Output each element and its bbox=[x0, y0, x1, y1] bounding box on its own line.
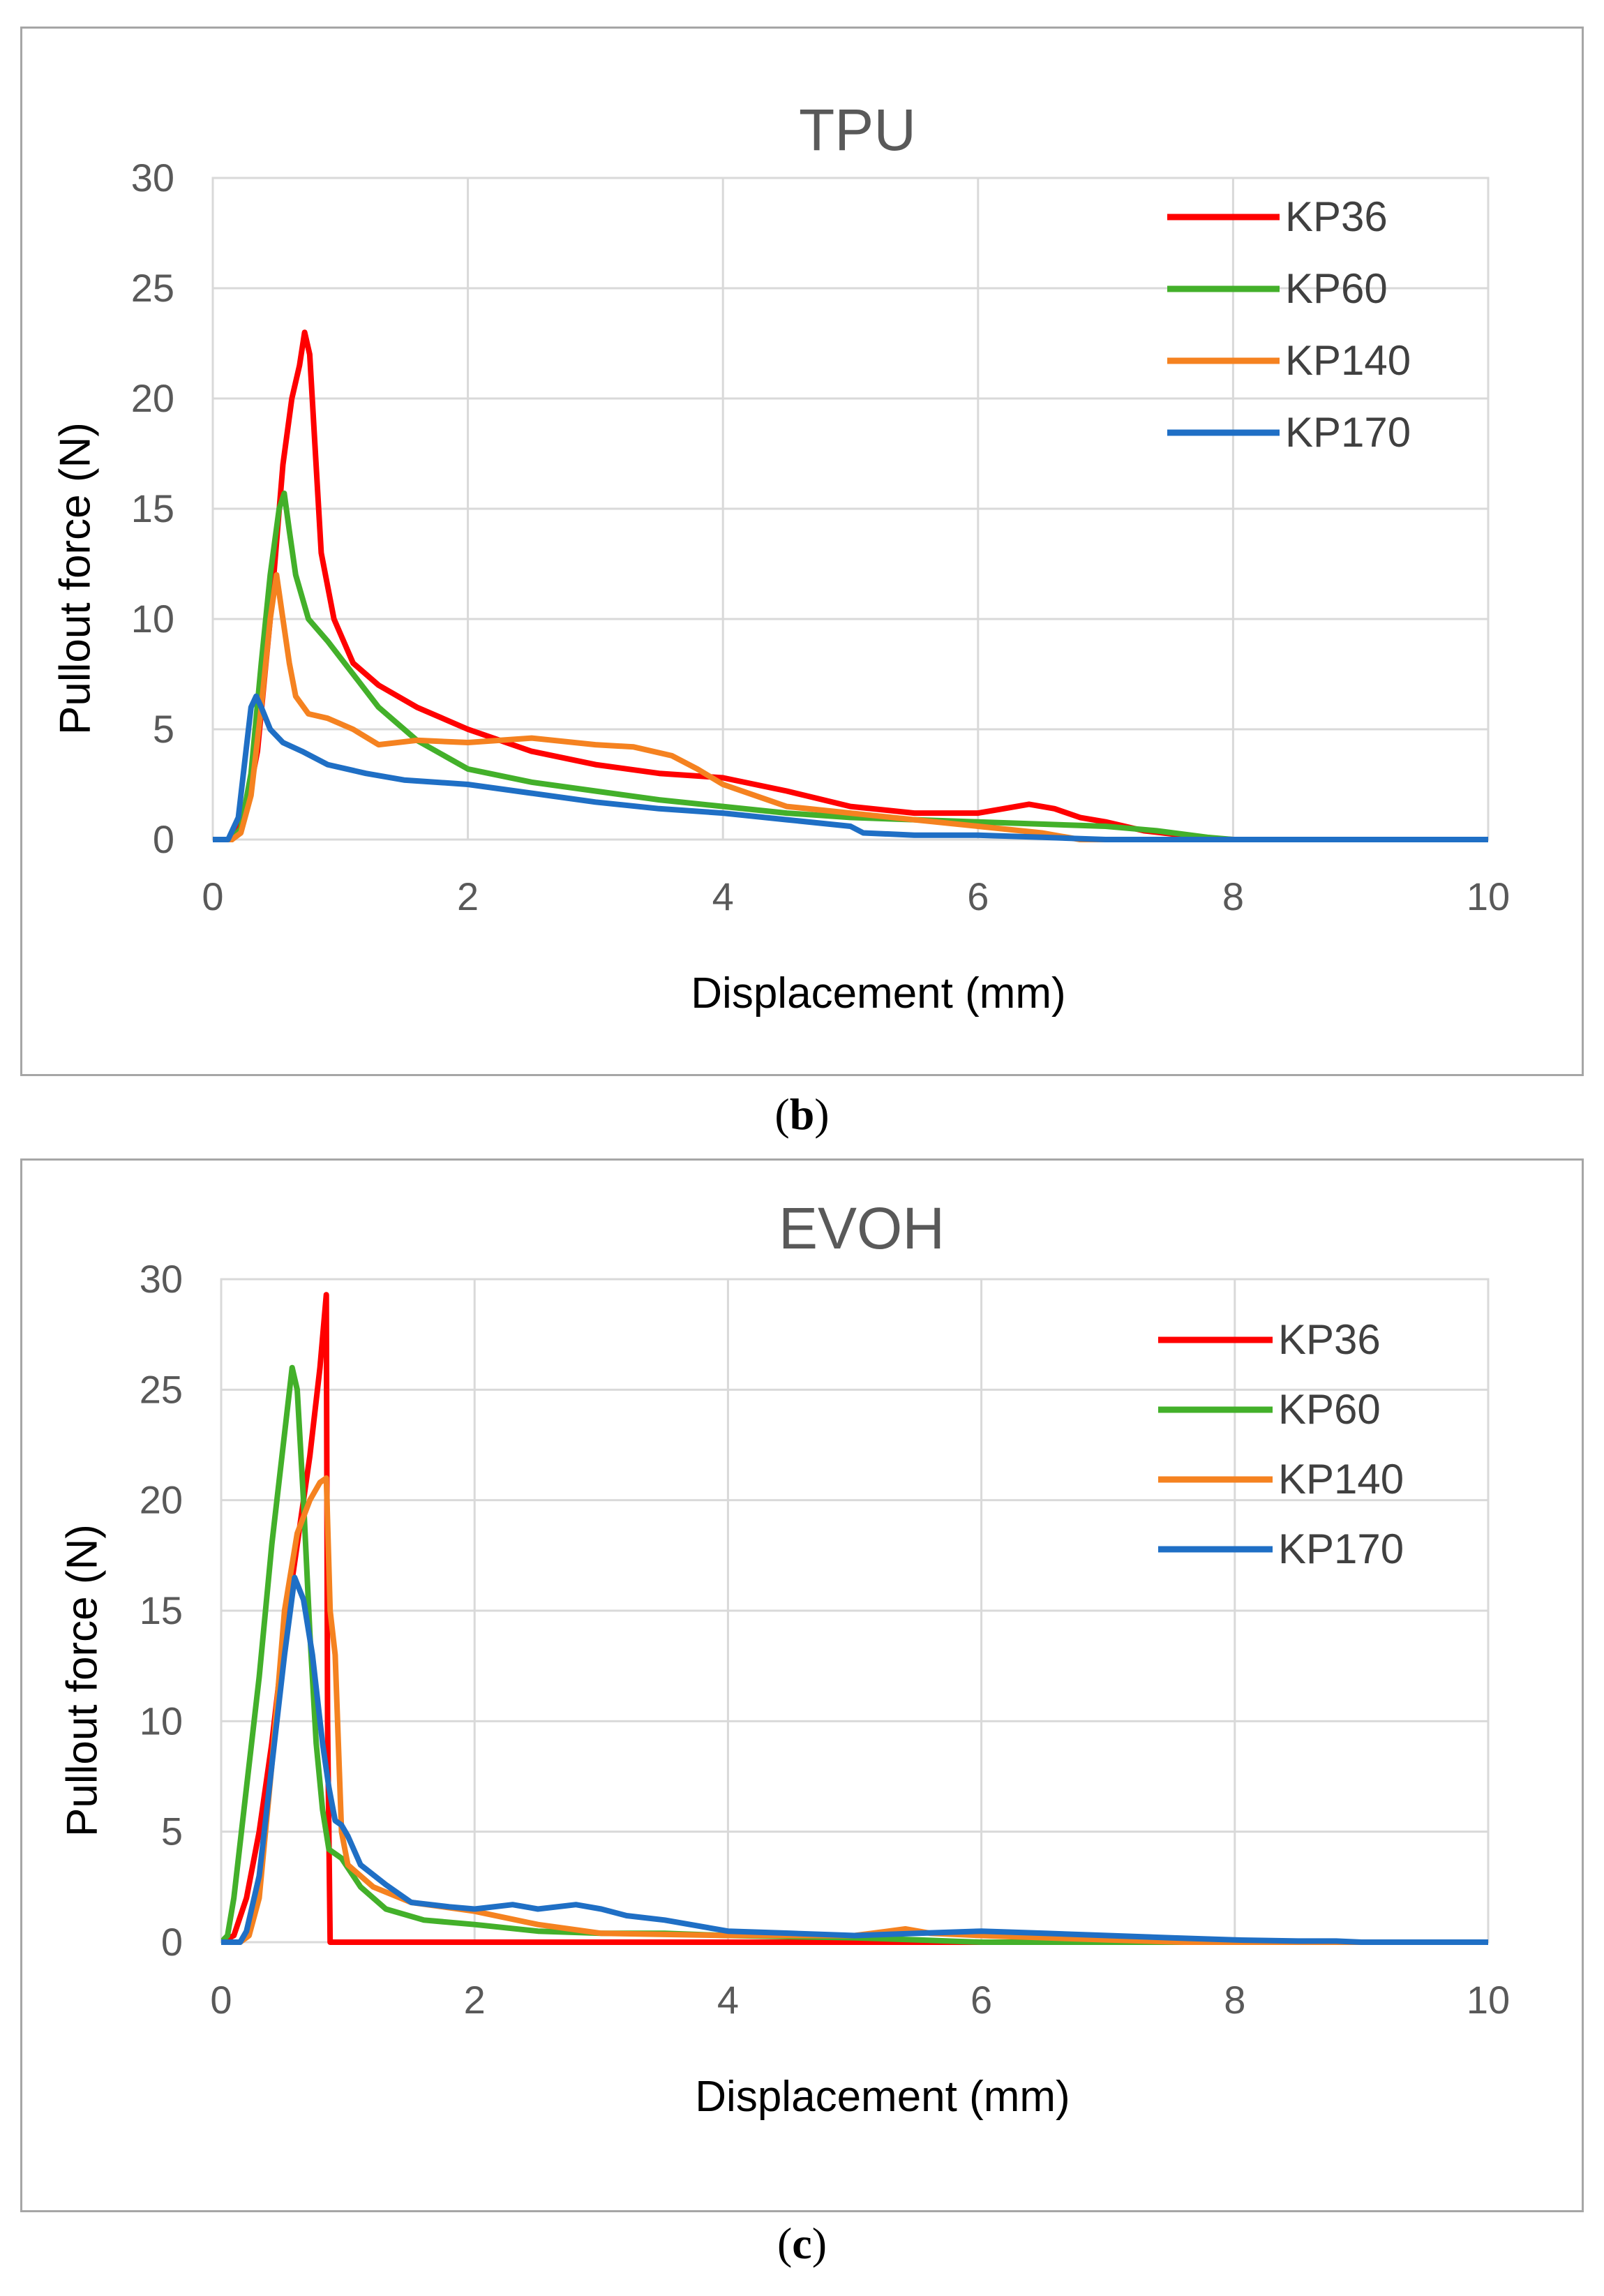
chart-panel-tpu: 0 2 4 6 8 10 0 5 10 15 20 25 30 KP36 KP60 KP140 KP170 TPU… bbox=[20, 27, 1584, 1076]
x-axis-label: Displacement (mm) bbox=[695, 2073, 1070, 2121]
x-tick-label: 2 bbox=[457, 874, 479, 918]
chart-title-tpu: TPU bbox=[799, 97, 916, 163]
y-tick-label: 20 bbox=[131, 376, 174, 420]
series-line-kp60 bbox=[221, 1364, 1488, 1945]
x-axis-label: Displacement (mm) bbox=[691, 969, 1065, 1017]
legend-label-kp140: KP140 bbox=[1278, 1456, 1404, 1503]
y-tick-label: 15 bbox=[131, 486, 174, 530]
legend-label-kp36: KP36 bbox=[1278, 1316, 1381, 1363]
y-tick-label: 15 bbox=[140, 1588, 183, 1632]
y-tick-label: 10 bbox=[140, 1699, 183, 1743]
x-tick-label: 0 bbox=[202, 874, 223, 918]
y-tick-label: 5 bbox=[161, 1810, 183, 1854]
x-tick-label: 4 bbox=[717, 1978, 739, 2022]
y-tick-label: 25 bbox=[140, 1367, 183, 1411]
y-tick-label: 0 bbox=[161, 1920, 183, 1964]
legend-label-kp36: KP36 bbox=[1285, 193, 1388, 240]
x-tick-label: 10 bbox=[1467, 874, 1510, 918]
y-tick-label: 25 bbox=[131, 266, 174, 310]
y-tick-label: 30 bbox=[140, 1257, 183, 1301]
y-axis-label: Pullout force (N) bbox=[51, 422, 99, 735]
y-tick-label: 5 bbox=[153, 707, 174, 751]
chart-evoh: 0 2 4 6 8 10 0 5 10 15 20 25 30 KP36 KP60 KP140 KP170 EVO… bbox=[58, 1195, 1510, 2121]
legend-label-kp60: KP60 bbox=[1285, 265, 1388, 312]
chart-title-evoh: EVOH bbox=[779, 1195, 945, 1261]
x-tick-label: 10 bbox=[1467, 1978, 1510, 2022]
legend-label-kp170: KP170 bbox=[1285, 409, 1411, 456]
x-tick-label: 6 bbox=[967, 874, 989, 918]
chart-tpu: 0 2 4 6 8 10 0 5 10 15 20 25 30 KP36 KP60 KP140 KP170 TPU… bbox=[51, 97, 1510, 1017]
caption-c: (c) bbox=[777, 2219, 827, 2268]
x-tick-label: 0 bbox=[210, 1978, 232, 2022]
x-tick-label: 8 bbox=[1224, 1978, 1245, 2022]
y-tick-label: 0 bbox=[153, 817, 174, 861]
x-tick-label: 8 bbox=[1222, 874, 1244, 918]
series-line-kp60 bbox=[213, 490, 1488, 842]
y-tick-label: 10 bbox=[131, 597, 174, 641]
series-line-kp140 bbox=[213, 572, 1488, 842]
legend-label-kp140: KP140 bbox=[1285, 337, 1411, 384]
chart-panel-evoh: 0 2 4 6 8 10 0 5 10 15 20 25 30 KP36 KP60 KP140 KP170 EVO… bbox=[20, 1158, 1584, 2212]
legend-label-kp170: KP170 bbox=[1278, 1526, 1404, 1572]
legend-label-kp60: KP60 bbox=[1278, 1386, 1381, 1433]
series-line-kp170 bbox=[221, 1574, 1488, 1945]
series-line-kp36 bbox=[213, 329, 1488, 842]
y-tick-label: 30 bbox=[131, 156, 174, 200]
x-tick-label: 4 bbox=[712, 874, 734, 918]
y-tick-label: 20 bbox=[140, 1478, 183, 1522]
series-line-kp170 bbox=[213, 693, 1488, 842]
caption-b: (b) bbox=[774, 1089, 830, 1139]
x-tick-label: 6 bbox=[970, 1978, 992, 2022]
x-tick-label: 2 bbox=[464, 1978, 486, 2022]
y-axis-label: Pullout force (N) bbox=[58, 1524, 106, 1837]
